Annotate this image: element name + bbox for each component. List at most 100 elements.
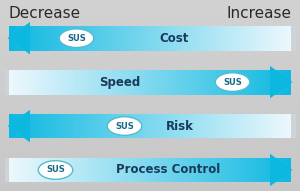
Polygon shape	[123, 70, 124, 95]
Polygon shape	[99, 158, 101, 182]
Polygon shape	[239, 158, 240, 182]
Polygon shape	[82, 114, 84, 138]
Polygon shape	[44, 70, 46, 95]
Polygon shape	[122, 70, 123, 95]
Polygon shape	[171, 26, 172, 51]
Polygon shape	[94, 114, 95, 138]
Polygon shape	[164, 114, 166, 138]
Polygon shape	[9, 158, 11, 182]
Polygon shape	[144, 158, 146, 182]
Polygon shape	[250, 158, 251, 182]
Polygon shape	[95, 114, 96, 138]
Polygon shape	[158, 158, 160, 182]
Polygon shape	[112, 26, 113, 51]
Polygon shape	[53, 70, 54, 95]
Polygon shape	[229, 158, 230, 182]
Polygon shape	[161, 70, 163, 95]
Polygon shape	[11, 158, 12, 182]
Polygon shape	[17, 26, 19, 51]
Polygon shape	[27, 70, 29, 95]
Polygon shape	[194, 70, 195, 95]
Polygon shape	[39, 158, 40, 182]
Polygon shape	[208, 114, 209, 138]
Polygon shape	[211, 114, 212, 138]
Polygon shape	[161, 158, 163, 182]
Polygon shape	[204, 70, 205, 95]
Polygon shape	[153, 26, 154, 51]
Polygon shape	[163, 158, 164, 182]
Polygon shape	[236, 26, 237, 51]
Polygon shape	[212, 70, 214, 95]
Polygon shape	[15, 70, 16, 95]
Polygon shape	[147, 114, 148, 138]
Polygon shape	[20, 70, 22, 95]
Polygon shape	[260, 158, 261, 182]
Polygon shape	[284, 158, 285, 182]
Polygon shape	[65, 70, 67, 95]
Polygon shape	[25, 26, 26, 51]
Polygon shape	[246, 158, 247, 182]
Polygon shape	[242, 26, 243, 51]
Polygon shape	[67, 114, 68, 138]
Polygon shape	[201, 26, 202, 51]
Polygon shape	[199, 26, 201, 51]
Polygon shape	[166, 26, 167, 51]
Polygon shape	[181, 70, 182, 95]
Polygon shape	[243, 26, 244, 51]
Polygon shape	[223, 158, 225, 182]
Polygon shape	[58, 70, 60, 95]
Polygon shape	[41, 70, 43, 95]
Polygon shape	[46, 26, 47, 51]
Polygon shape	[56, 26, 57, 51]
Polygon shape	[9, 70, 11, 95]
Polygon shape	[47, 26, 49, 51]
Polygon shape	[17, 114, 19, 138]
Polygon shape	[218, 70, 219, 95]
Polygon shape	[167, 114, 168, 138]
Polygon shape	[208, 158, 209, 182]
Polygon shape	[280, 114, 281, 138]
Polygon shape	[277, 114, 278, 138]
Ellipse shape	[59, 29, 94, 48]
Polygon shape	[215, 114, 216, 138]
Polygon shape	[263, 114, 264, 138]
Polygon shape	[274, 26, 275, 51]
Polygon shape	[87, 70, 88, 95]
Polygon shape	[219, 114, 220, 138]
Polygon shape	[123, 26, 124, 51]
Polygon shape	[46, 158, 47, 182]
Polygon shape	[91, 158, 92, 182]
Polygon shape	[223, 114, 225, 138]
Polygon shape	[227, 158, 229, 182]
Polygon shape	[260, 114, 261, 138]
Polygon shape	[44, 26, 46, 51]
Polygon shape	[185, 26, 187, 51]
Polygon shape	[273, 26, 274, 51]
Polygon shape	[73, 26, 74, 51]
Polygon shape	[99, 26, 101, 51]
Text: Process Control: Process Control	[116, 163, 220, 176]
Polygon shape	[257, 26, 259, 51]
Polygon shape	[134, 158, 136, 182]
Polygon shape	[132, 26, 133, 51]
Polygon shape	[37, 26, 39, 51]
Polygon shape	[201, 70, 202, 95]
Polygon shape	[112, 70, 113, 95]
Polygon shape	[157, 26, 158, 51]
Polygon shape	[152, 26, 153, 51]
Polygon shape	[178, 158, 180, 182]
Polygon shape	[70, 26, 71, 51]
Polygon shape	[172, 114, 174, 138]
Polygon shape	[13, 158, 15, 182]
Polygon shape	[82, 70, 84, 95]
Polygon shape	[43, 114, 44, 138]
Polygon shape	[192, 114, 194, 138]
Text: Decrease: Decrease	[9, 6, 81, 21]
Polygon shape	[284, 70, 285, 95]
Polygon shape	[25, 158, 26, 182]
Polygon shape	[195, 114, 196, 138]
Polygon shape	[163, 114, 164, 138]
Polygon shape	[32, 26, 33, 51]
Polygon shape	[22, 70, 23, 95]
Polygon shape	[232, 26, 233, 51]
